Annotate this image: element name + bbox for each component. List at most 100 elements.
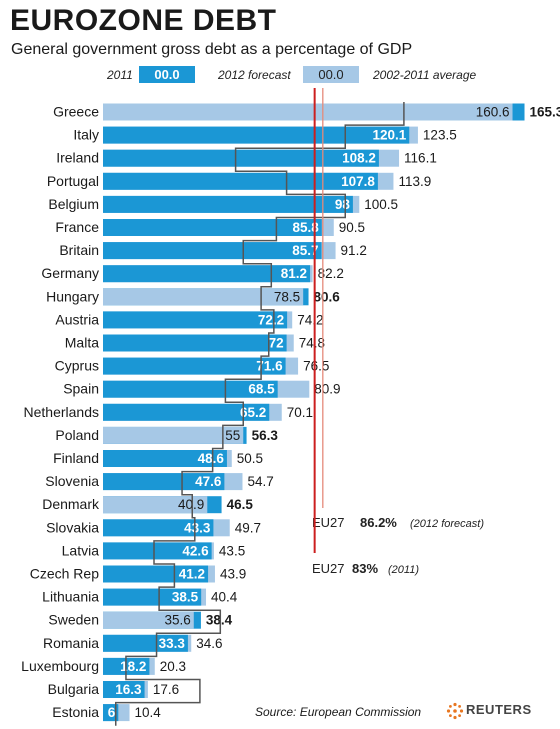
value-label-2012: 40.4 <box>211 590 238 605</box>
value-label-2012: 123.5 <box>423 128 457 143</box>
legend-2011-swatch <box>139 66 195 83</box>
category-label: Estonia <box>52 704 99 720</box>
category-label: Lithuania <box>42 589 99 605</box>
category-label: Romania <box>43 635 99 651</box>
value-label-2011: 38.5 <box>172 590 199 605</box>
bar-2011 <box>103 588 202 606</box>
legend-forecast-swatch <box>303 66 359 83</box>
category-label: Britain <box>59 242 99 258</box>
average-step-line <box>115 102 405 726</box>
bar-2011 <box>103 704 119 722</box>
bar-row-hungary: Hungary 78.5 80.6 <box>46 288 341 306</box>
bar-row-germany: Germany 81.2 82.2 <box>41 265 344 283</box>
bar-2011 <box>103 473 225 491</box>
category-label: Denmark <box>42 496 100 512</box>
value-label-2012: 50.5 <box>237 451 263 466</box>
bar-2012-forecast <box>103 103 513 121</box>
value-label-2012: 70.1 <box>287 405 313 420</box>
bar-row-slovenia: Slovenia 47.6 54.7 <box>45 473 274 491</box>
legend: 2011 00.0 2012 forecast 00.0 2002-2011 a… <box>106 66 477 83</box>
legend-forecast-label: 2012 forecast <box>217 68 291 82</box>
value-label-2012: 90.5 <box>339 220 365 235</box>
category-label: Cyprus <box>55 358 99 374</box>
eu27-2011-value: 83% <box>352 561 378 576</box>
value-label-2011: 80.6 <box>314 289 341 304</box>
category-label: Malta <box>65 335 99 351</box>
bar-row-bulgaria: Bulgaria 16.3 17.6 <box>48 681 179 698</box>
value-label-2011: 56.3 <box>252 428 279 443</box>
bar-row-cyprus: Cyprus 71.6 76.5 <box>55 357 329 375</box>
bar-row-austria: Austria 72.2 74.2 <box>55 311 323 329</box>
bar-2011 <box>103 634 188 652</box>
bar-row-sweden: Sweden 35.6 38.4 <box>48 611 233 629</box>
value-label-2011: 43.3 <box>184 520 211 535</box>
bar-2011 <box>103 311 288 329</box>
value-label-2012: 76.5 <box>303 359 329 374</box>
legend-2011-label: 2011 <box>106 68 133 82</box>
value-label-2011: 42.6 <box>182 543 209 558</box>
bar-2011 <box>103 334 287 352</box>
value-label-2011: 107.8 <box>341 174 375 189</box>
bar-row-greece: Greece 160.6 165.3 <box>53 103 560 121</box>
bar-2012-forecast <box>103 496 208 514</box>
value-label-2012: 80.9 <box>314 382 340 397</box>
value-label-2011: 108.2 <box>342 151 376 166</box>
bar-2011 <box>103 195 353 213</box>
bar-row-latvia: Latvia 42.6 43.5 <box>62 542 245 560</box>
value-label-2011: 68.5 <box>248 382 275 397</box>
value-label-2012: 160.6 <box>476 105 510 120</box>
bar-2011 <box>103 565 209 583</box>
value-label-2012: 17.6 <box>153 682 179 697</box>
reuters-brand: REUTERS <box>466 702 532 717</box>
value-label-2011: 72 <box>269 336 284 351</box>
bar-2011 <box>103 380 278 398</box>
bar-2011 <box>103 172 378 190</box>
value-label-2012: 20.3 <box>160 659 186 674</box>
bar-row-italy: Italy 120.1 123.5 <box>73 126 457 144</box>
bar-row-finland: Finland 48.6 50.5 <box>53 450 263 467</box>
value-label-2012: 78.5 <box>274 289 300 304</box>
value-label-2011: 6 <box>108 705 116 720</box>
bar-2012-forecast <box>103 426 244 444</box>
eu27-forecast-value: 86.2% <box>360 515 397 530</box>
bar-2011 <box>103 542 212 560</box>
category-label: Slovakia <box>46 519 99 535</box>
legend-forecast-sample: 00.0 <box>318 67 343 82</box>
bar-2011 <box>103 126 410 144</box>
bar-row-ireland: Ireland 108.2 116.1 <box>56 149 437 167</box>
value-label-2012: 49.7 <box>235 520 261 535</box>
value-label-2011: 47.6 <box>195 474 222 489</box>
category-label: Slovenia <box>45 473 99 489</box>
value-label-2012: 74.8 <box>299 336 325 351</box>
category-label: Greece <box>53 104 99 120</box>
bar-row-netherlands: Netherlands 65.2 70.1 <box>24 403 313 421</box>
chart-title: EUROZONE DEBT <box>10 4 277 37</box>
value-label-2011: 46.5 <box>227 497 254 512</box>
eu27-2011-note: (2011) <box>388 564 419 576</box>
category-label: Poland <box>55 427 99 443</box>
bar-2011 <box>103 265 311 283</box>
chart-subtitle: General government gross debt as a perce… <box>11 41 413 58</box>
bar-2011 <box>103 450 227 467</box>
bar-2011 <box>103 219 322 236</box>
source-note: Source: European Commission <box>255 705 422 719</box>
category-label: Belgium <box>48 196 99 212</box>
legend-2011-sample: 00.0 <box>154 67 179 82</box>
category-label: Czech Rep <box>30 566 99 582</box>
bar-2011 <box>103 357 286 375</box>
value-label-2011: 120.1 <box>372 128 406 143</box>
bar-row-denmark: Denmark 40.9 46.5 <box>42 496 254 514</box>
value-label-2011: 18.2 <box>120 659 146 674</box>
bar-2012-forecast <box>103 611 194 629</box>
bar-row-spain: Spain 68.5 80.9 <box>63 380 341 398</box>
value-label-2011: 98 <box>335 197 351 212</box>
value-label-2012: 74.2 <box>297 312 323 327</box>
value-label-2012: 10.4 <box>135 705 162 720</box>
value-label-2011: 81.2 <box>281 266 307 281</box>
eu27-forecast-label: EU27 <box>312 515 345 530</box>
category-label: Spain <box>63 381 99 397</box>
value-label-2012: 100.5 <box>364 197 398 212</box>
value-label-2011: 85.8 <box>293 220 320 235</box>
value-label-2012: 55 <box>225 428 240 443</box>
